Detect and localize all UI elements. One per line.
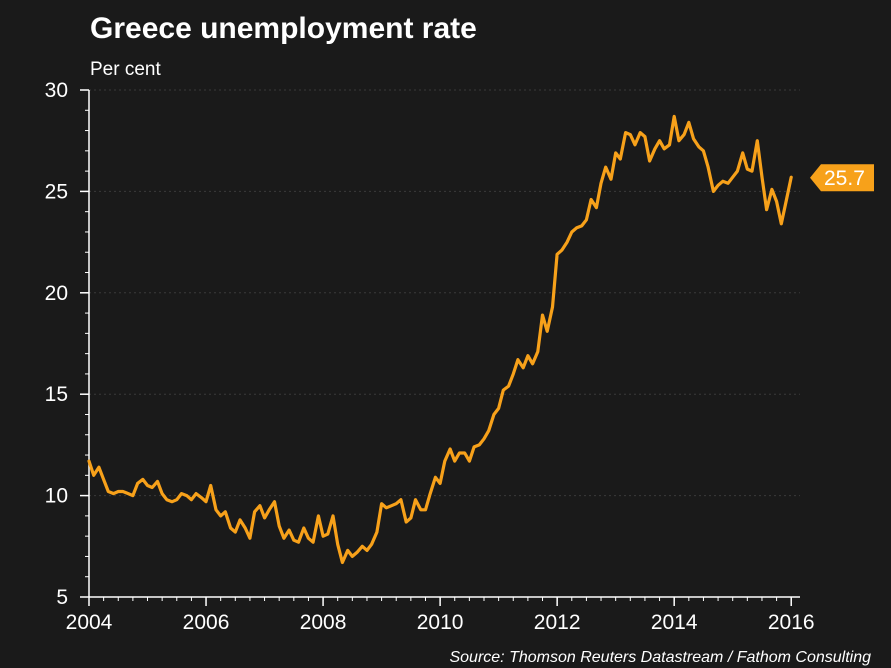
x-tick-label: 2006 xyxy=(183,611,230,634)
y-tick-label: 5 xyxy=(56,586,68,609)
x-tick-label: 2016 xyxy=(768,611,815,634)
y-tick-label: 20 xyxy=(45,282,68,305)
y-tick-label: 10 xyxy=(45,485,68,508)
chart-title: Greece unemployment rate xyxy=(90,12,477,45)
y-tick-label: 25 xyxy=(45,180,68,203)
x-axis-ticks: 2004 2006 2008 2010 2012 2014 2016 xyxy=(66,597,815,634)
y-axis-ticks: 5 10 15 20 25 30 xyxy=(45,79,89,609)
series-layer xyxy=(87,114,793,565)
series-line-0 xyxy=(87,114,793,565)
x-tick-label: 2008 xyxy=(300,611,347,634)
last-value-callout: 25.7 xyxy=(810,164,874,192)
x-tick-label: 2004 xyxy=(66,611,113,634)
gridlines xyxy=(89,89,800,497)
y-tick-label: 30 xyxy=(45,79,68,102)
last-value-callout-box xyxy=(810,164,874,192)
x-tick-label: 2014 xyxy=(651,611,698,634)
x-tick-label: 2012 xyxy=(534,611,581,634)
last-value-label: 25.7 xyxy=(824,167,865,190)
source-note: Source: Thomson Reuters Datastream / Fat… xyxy=(449,649,871,666)
y-tick-label: 15 xyxy=(45,383,68,406)
chart-subtitle: Per cent xyxy=(90,59,161,80)
x-tick-label: 2010 xyxy=(417,611,464,634)
